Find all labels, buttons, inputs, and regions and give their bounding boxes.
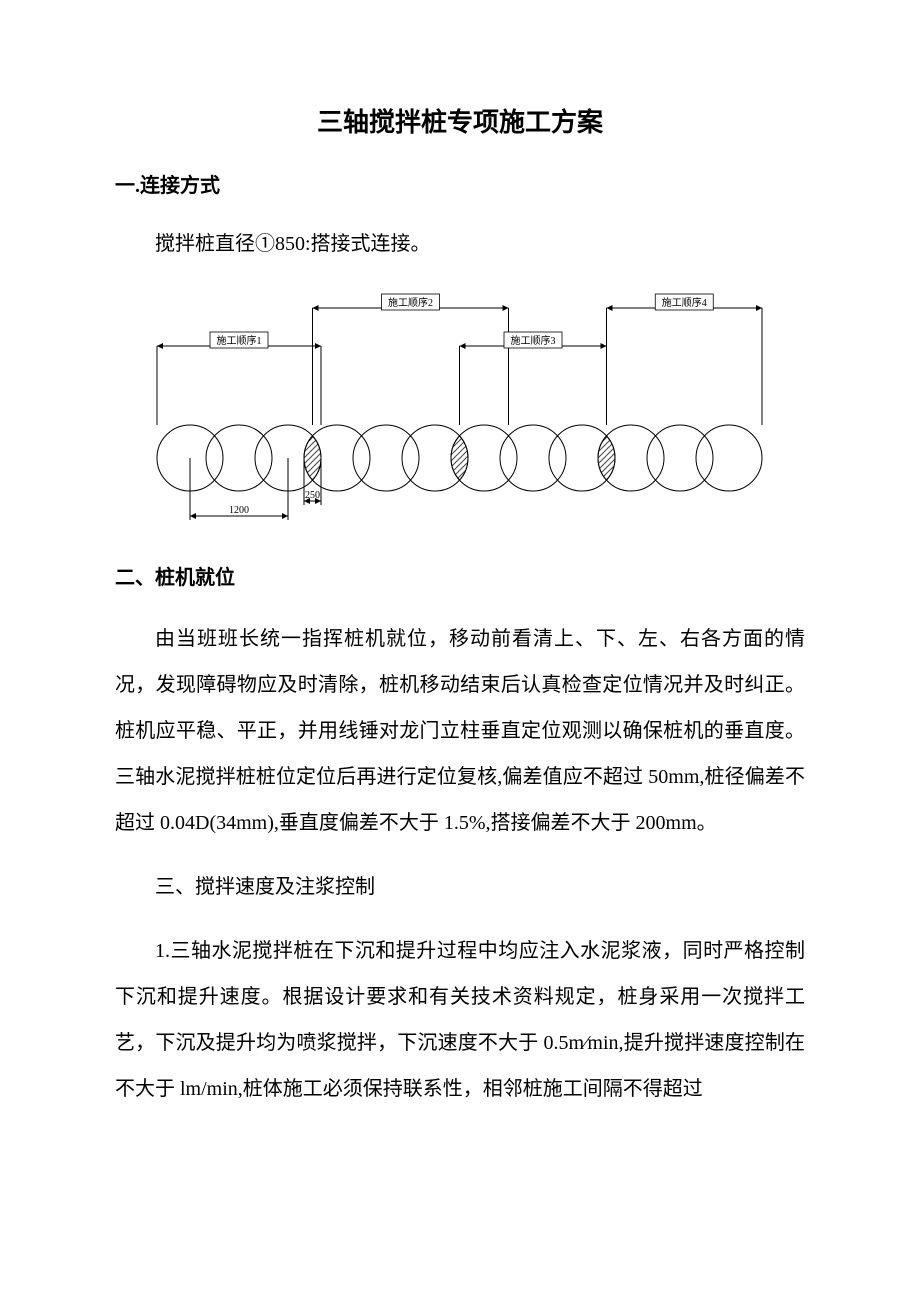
- diagram-svg: 施工顺序1 施工顺序2 施工顺序3 施工顺序4 250 1200: [120, 288, 800, 540]
- svg-text:施工顺序3: 施工顺序3: [511, 334, 556, 347]
- svg-text:1200: 1200: [229, 505, 249, 516]
- section2-body: 由当班班长统一指挥桩机就位，移动前看清上、下、左、右各方面的情况，发现障碍物应及…: [115, 616, 805, 846]
- page-title: 三轴搅拌桩专项施工方案: [115, 110, 805, 136]
- section3-heading: 三、搅拌速度及注浆控制: [115, 864, 805, 910]
- svg-text:施工顺序1: 施工顺序1: [217, 334, 262, 347]
- section1-body: 搅拌桩直径①850:搭接式连接。: [115, 224, 805, 264]
- svg-text:施工顺序4: 施工顺序4: [662, 296, 707, 309]
- section1-heading: 一.连接方式: [115, 176, 805, 196]
- section3-body: 1.三轴水泥搅拌桩在下沉和提升过程中均应注入水泥浆液，同时严格控制下沉和提升速度…: [115, 928, 805, 1112]
- section2-heading: 二、桩机就位: [115, 568, 805, 588]
- connection-diagram: 施工顺序1 施工顺序2 施工顺序3 施工顺序4 250 1200: [115, 288, 805, 540]
- svg-text:250: 250: [305, 490, 320, 501]
- svg-text:施工顺序2: 施工顺序2: [388, 296, 433, 309]
